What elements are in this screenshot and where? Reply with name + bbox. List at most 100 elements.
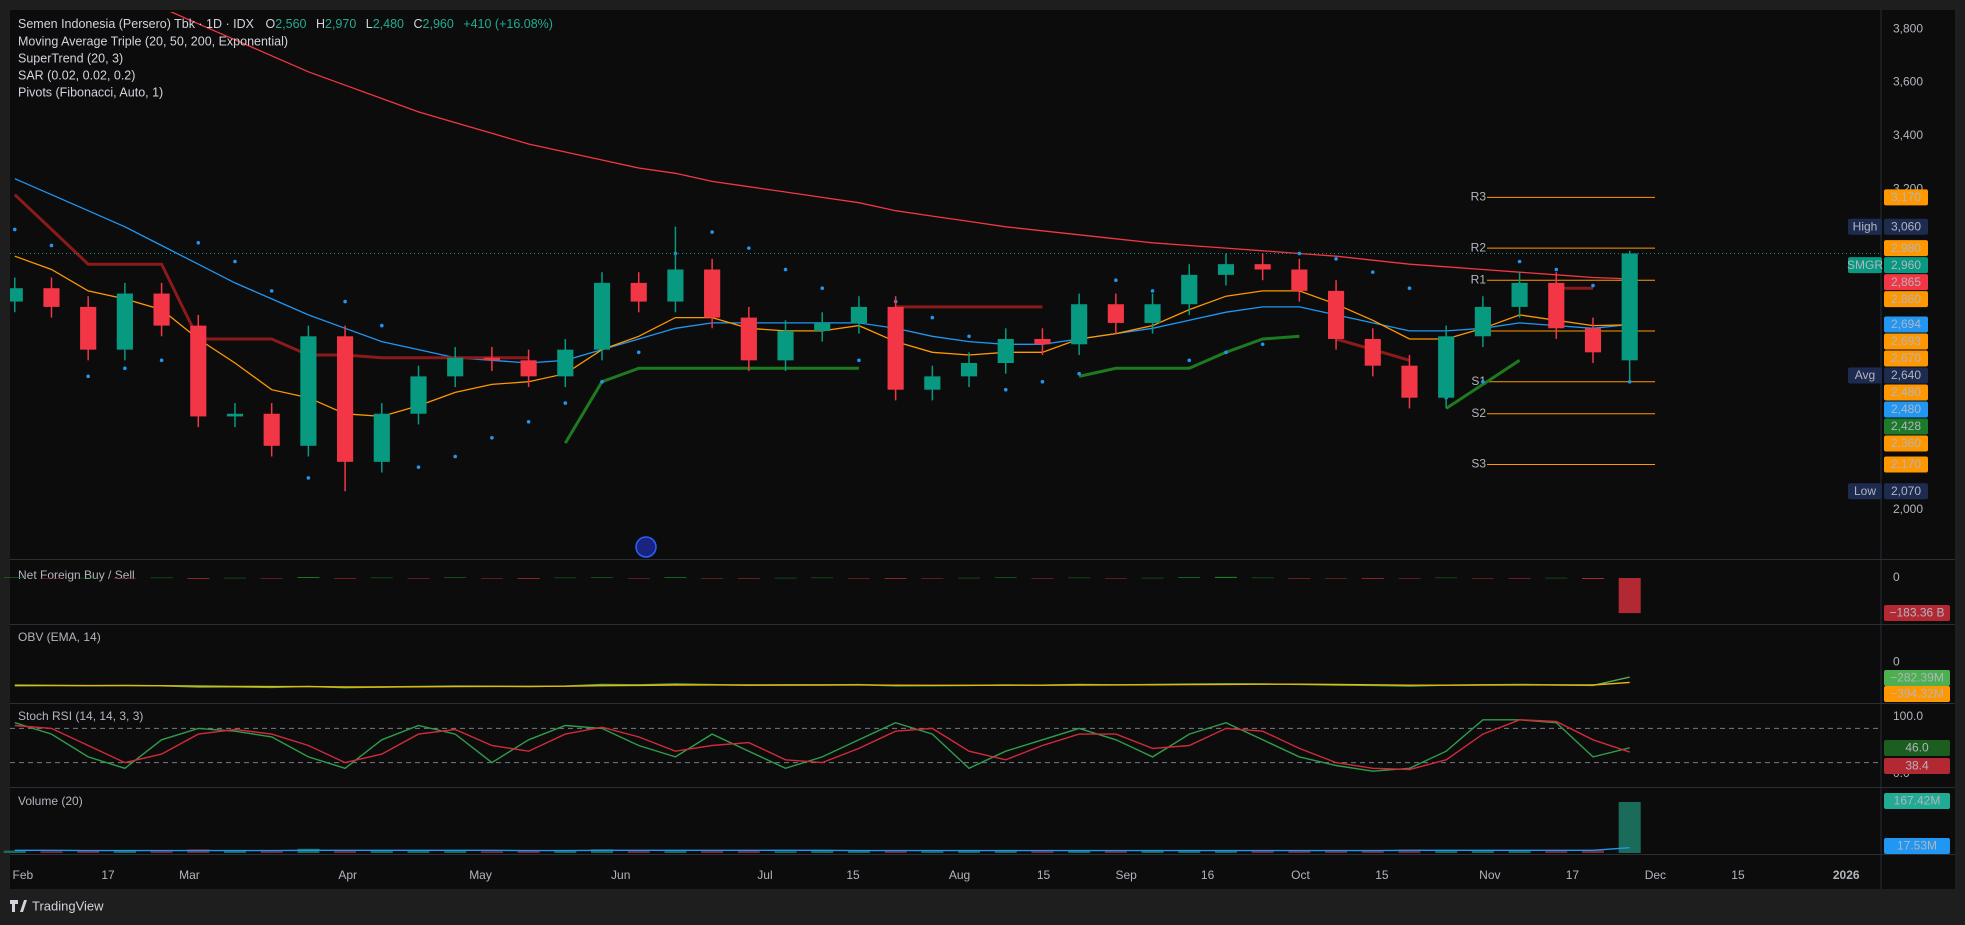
price-badge-label: 2,860 xyxy=(1891,292,1921,306)
candle-body xyxy=(80,306,97,350)
price-badge xyxy=(1884,333,1928,350)
pane-bar xyxy=(407,578,430,579)
sar-dot xyxy=(306,476,311,480)
sar-dot xyxy=(930,315,935,320)
pane-bar xyxy=(701,850,724,853)
price-badge xyxy=(1884,274,1928,291)
price-badge-label: 2,693 xyxy=(1891,334,1921,348)
sar-dot xyxy=(783,267,788,272)
candle-body xyxy=(483,357,500,361)
candle-body xyxy=(667,269,684,302)
indicator-panes: Net Foreign Buy / Sell OBV (EMA, 14) Stoch… xyxy=(3,568,1880,853)
price-badge-label: 2,980 xyxy=(1891,241,1921,255)
sar-dot xyxy=(1260,342,1265,347)
pane-badge xyxy=(1884,838,1950,854)
sar-dot xyxy=(857,358,861,363)
pane-bar xyxy=(1398,578,1421,579)
sar-dot xyxy=(1334,257,1338,261)
pane-bar xyxy=(113,578,136,579)
sar-dot xyxy=(1370,270,1375,274)
sar-dot xyxy=(1040,379,1045,384)
price-tag-label: High xyxy=(1853,219,1878,233)
price-badge xyxy=(1884,418,1928,435)
time-axis-label: 17 xyxy=(1566,868,1580,882)
pane-bar xyxy=(407,850,430,853)
time-axis-label: May xyxy=(469,868,492,882)
pane-badge xyxy=(1884,758,1950,774)
time-axis-label: Sep xyxy=(1115,868,1137,882)
sar-dot xyxy=(967,334,971,339)
ohlc-key: O xyxy=(265,17,275,31)
pane-axis-label: 0 xyxy=(1893,570,1900,584)
pivot-label: S3 xyxy=(1471,457,1486,471)
price-badge-label: 2,480 xyxy=(1891,385,1921,399)
price-badge xyxy=(1884,240,1928,257)
price-badge-label: 2,865 xyxy=(1891,275,1921,289)
sar-dot xyxy=(747,246,751,250)
ohlc-value: 2,970 xyxy=(325,17,356,31)
sar-dot xyxy=(490,435,494,440)
brand: TradingView xyxy=(32,898,104,913)
pane-bar xyxy=(77,850,100,853)
event-marker[interactable] xyxy=(635,536,657,558)
candle-body xyxy=(190,325,207,417)
sar-dot xyxy=(12,227,17,232)
time-axis-label: Dec xyxy=(1645,868,1666,882)
candle-body xyxy=(226,413,244,417)
pane-bar xyxy=(1141,850,1164,853)
pane-badge xyxy=(1884,793,1950,809)
pane-bar xyxy=(1471,850,1494,853)
moving-average xyxy=(169,12,1630,280)
pane-bar xyxy=(554,850,577,853)
pane-bar xyxy=(921,578,944,579)
sar-dot xyxy=(159,358,164,363)
sar-dot xyxy=(1224,350,1228,355)
price-badge-label: 2,170 xyxy=(1891,457,1921,471)
price-tag-label: SMGR xyxy=(1847,258,1883,272)
sar-dot xyxy=(123,366,127,371)
candle-body xyxy=(1548,282,1565,329)
sar-dot xyxy=(1481,379,1485,384)
pane-line xyxy=(14,847,1630,852)
time-axis-label: 15 xyxy=(1037,868,1051,882)
candle-body xyxy=(1327,290,1345,339)
pane-bar xyxy=(737,850,760,853)
candle-body xyxy=(447,357,464,377)
sar-dot xyxy=(526,419,531,424)
pane-bar xyxy=(1581,578,1604,579)
pane-badge-label: 17.53M xyxy=(1897,839,1937,853)
price-badge xyxy=(1884,456,1928,473)
pane-bar xyxy=(444,577,467,578)
candle-body xyxy=(887,306,904,390)
pane-badge xyxy=(1884,670,1950,686)
candle-body xyxy=(1511,282,1528,307)
pivot-label: R2 xyxy=(1471,240,1487,254)
price-badge-label: 2,480 xyxy=(1891,402,1921,416)
candle-body xyxy=(1291,269,1308,291)
time-axis-label: Aug xyxy=(949,868,970,882)
candle-body xyxy=(153,293,170,326)
sar-dot xyxy=(1407,286,1412,291)
pane-bar xyxy=(1471,578,1494,579)
pane-bar xyxy=(1618,801,1641,853)
pane-bar xyxy=(627,578,650,579)
price-tag xyxy=(1848,218,1882,235)
price-badge-label: 2,428 xyxy=(1891,419,1921,433)
pane-line xyxy=(14,719,1630,771)
pane-bar xyxy=(1214,576,1237,578)
price-tag-label: Avg xyxy=(1855,368,1875,382)
pane-bar xyxy=(921,851,944,853)
pane-bar xyxy=(884,850,907,853)
candle-body xyxy=(1107,304,1124,323)
pane-bar xyxy=(77,577,100,579)
pane-bar xyxy=(591,577,614,578)
candle-body xyxy=(960,363,978,377)
pane-bar xyxy=(1398,849,1421,853)
ohlc-key: H xyxy=(316,17,325,31)
pane-bar xyxy=(40,578,63,579)
pane-bar xyxy=(517,578,540,579)
chart-area xyxy=(10,10,1955,889)
pane-badge-label: −394.32M xyxy=(1890,687,1944,701)
time-axis-label: Apr xyxy=(338,868,357,882)
